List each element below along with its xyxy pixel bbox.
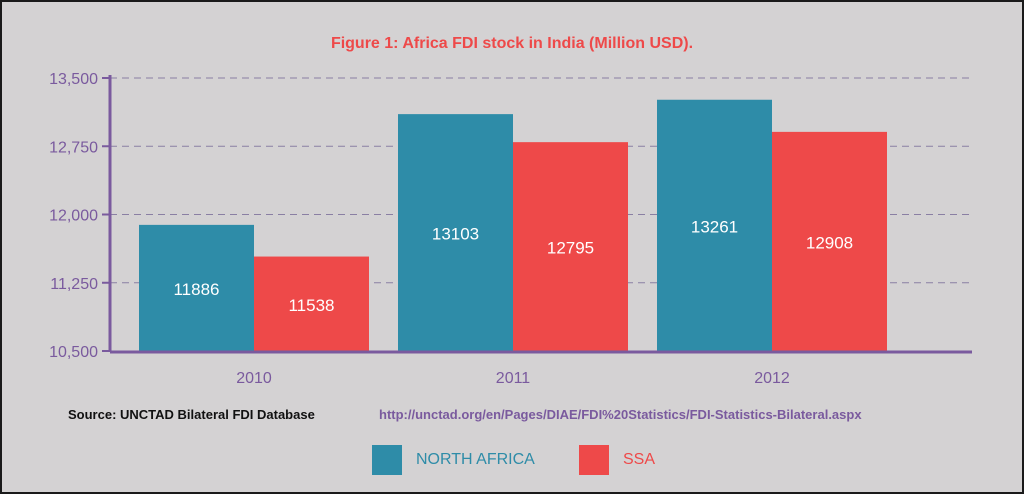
chart-title: Figure 1: Africa FDI stock in India (Mil… <box>330 35 694 52</box>
source-label: Source: UNCTAD Bilateral FDI Database <box>68 407 315 422</box>
y-tick-label: 10,500 <box>49 344 98 361</box>
legend-item-north-africa: NORTH AFRICA <box>372 445 535 475</box>
bar-north-africa-2010 <box>139 224 254 351</box>
bar-ssa-2010 <box>254 256 369 351</box>
legend-label-ssa: SSA <box>623 451 656 468</box>
x-tick-label: 2011 <box>496 370 531 387</box>
data-label: 12908 <box>806 233 853 252</box>
y-tick-label: 12,750 <box>49 139 98 156</box>
bar-north-africa-2011 <box>398 114 513 351</box>
x-tick-label: 2012 <box>754 370 790 387</box>
data-label: 13103 <box>432 225 479 244</box>
bar-north-africa-2012 <box>657 99 772 352</box>
legend-item-ssa: SSA <box>579 445 655 475</box>
y-tick-label: 12,000 <box>49 208 98 225</box>
data-label: 12795 <box>547 239 594 258</box>
data-label: 11886 <box>173 280 219 299</box>
x-tick-label: 2010 <box>236 370 272 387</box>
legend-swatch-ssa <box>579 445 609 475</box>
y-tick-label: 13,500 <box>49 71 98 88</box>
legend: NORTH AFRICA SSA <box>2 445 1022 475</box>
legend-label-north-africa: NORTH AFRICA <box>416 451 535 468</box>
y-tick-label: 11,250 <box>50 276 98 293</box>
legend-swatch-north-africa <box>372 445 402 475</box>
data-label: 13261 <box>691 217 738 236</box>
bar-ssa-2011 <box>513 142 628 351</box>
bar-ssa-2012 <box>772 131 887 351</box>
data-label: 11538 <box>288 296 334 315</box>
source-url: http://unctad.org/en/Pages/DIAE/FDI%20St… <box>379 407 862 422</box>
